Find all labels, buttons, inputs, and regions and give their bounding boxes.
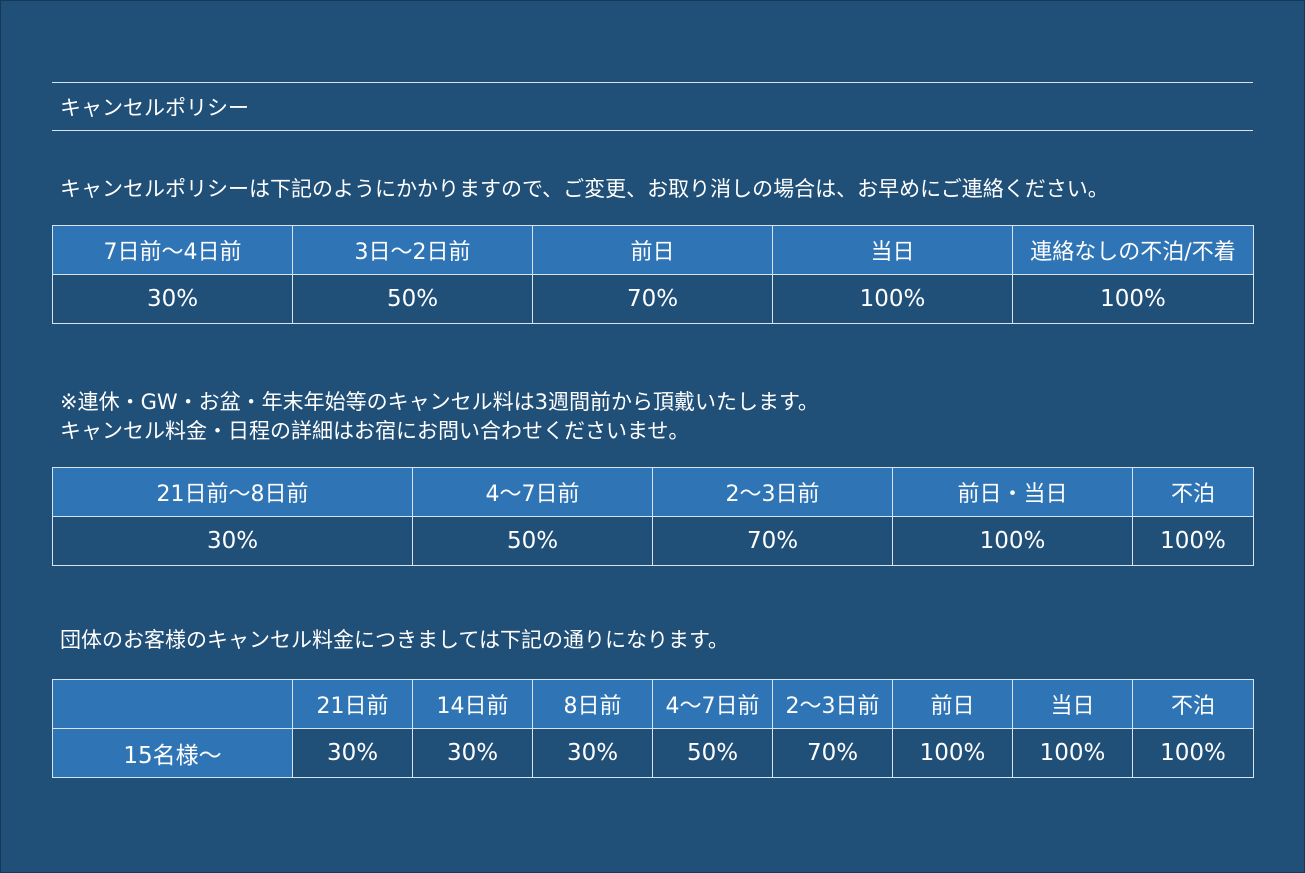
table-header-cell: 2〜3日前 — [652, 467, 893, 517]
table-corner-cell — [52, 679, 293, 729]
table-cell: 50% — [292, 274, 533, 324]
table-header-row: 7日前〜4日前 3日〜2日前 前日 当日 連絡なしの不泊/不着 — [52, 225, 1254, 275]
table-cell: 30% — [52, 274, 293, 324]
table-row-label: 15名様〜 — [52, 728, 293, 778]
holiday-note-line: ※連休・GW・お盆・年末年始等のキャンセル料は3週間前から頂戴いたします。 — [60, 390, 819, 414]
table-header-cell: 当日 — [1012, 679, 1133, 729]
holiday-cancel-fee-table: 21日前〜8日前 4〜7日前 2〜3日前 前日・当日 不泊 30% 50% 70… — [52, 467, 1254, 566]
table-cell: 100% — [1132, 516, 1254, 566]
intro-text: キャンセルポリシーは下記のようにかかりますので、ご変更、お取り消しの場合は、お早… — [60, 177, 1109, 201]
table-cell: 100% — [892, 516, 1133, 566]
table-cell: 100% — [1012, 274, 1254, 324]
cancel-fee-table: 7日前〜4日前 3日〜2日前 前日 当日 連絡なしの不泊/不着 30% 50% … — [52, 225, 1254, 324]
section-title: キャンセルポリシー — [60, 95, 249, 120]
table-row: 30% 50% 70% 100% 100% — [52, 516, 1254, 566]
table-header-cell: 前日・当日 — [892, 467, 1133, 517]
table-cell: 30% — [412, 728, 533, 778]
table-header-cell: 前日 — [892, 679, 1013, 729]
table-header-cell: 連絡なしの不泊/不着 — [1012, 225, 1254, 275]
table-header-cell: 14日前 — [412, 679, 533, 729]
table-cell: 100% — [772, 274, 1013, 324]
table-header-cell: 8日前 — [532, 679, 653, 729]
table-cell: 30% — [52, 516, 413, 566]
table-header-row: 21日前〜8日前 4〜7日前 2〜3日前 前日・当日 不泊 — [52, 467, 1254, 517]
holiday-note-line: キャンセル料金・日程の詳細はお宿にお問い合わせくださいませ。 — [60, 419, 690, 443]
holiday-note: ※連休・GW・お盆・年末年始等のキャンセル料は3週間前から頂戴いたします。 キャ… — [52, 388, 1253, 446]
table-cell: 100% — [1132, 728, 1254, 778]
table-header-cell: 3日〜2日前 — [292, 225, 533, 275]
cancel-policy-section: キャンセルポリシー キャンセルポリシーは下記のようにかかりますので、ご変更、お取… — [52, 82, 1254, 778]
table-cell: 30% — [532, 728, 653, 778]
section-heading: キャンセルポリシー — [52, 82, 1253, 131]
table-cell: 100% — [892, 728, 1013, 778]
group-cancel-fee-table: 21日前 14日前 8日前 4〜7日前 2〜3日前 前日 当日 不泊 15名様〜… — [52, 679, 1254, 778]
table-cell: 70% — [532, 274, 773, 324]
table-cell: 50% — [652, 728, 773, 778]
table-cell: 100% — [1012, 728, 1133, 778]
table-header-cell: 2〜3日前 — [772, 679, 893, 729]
table-cell: 70% — [652, 516, 893, 566]
table-row: 30% 50% 70% 100% 100% — [52, 274, 1254, 324]
table-header-cell: 前日 — [532, 225, 773, 275]
table-header-cell: 4〜7日前 — [412, 467, 653, 517]
table-header-cell: 21日前 — [292, 679, 413, 729]
table-header-cell: 不泊 — [1132, 679, 1254, 729]
table-header-cell: 当日 — [772, 225, 1013, 275]
table-row: 15名様〜 30% 30% 30% 50% 70% 100% 100% 100% — [52, 728, 1254, 778]
table-cell: 30% — [292, 728, 413, 778]
table-header-row: 21日前 14日前 8日前 4〜7日前 2〜3日前 前日 当日 不泊 — [52, 679, 1254, 729]
table-header-cell: 7日前〜4日前 — [52, 225, 293, 275]
table-header-cell: 21日前〜8日前 — [52, 467, 413, 517]
table-header-cell: 4〜7日前 — [652, 679, 773, 729]
table-header-cell: 不泊 — [1132, 467, 1254, 517]
table-cell: 50% — [412, 516, 653, 566]
table-cell: 70% — [772, 728, 893, 778]
group-note: 団体のお客様のキャンセル料金につきましては下記の通りになります。 — [60, 628, 729, 652]
